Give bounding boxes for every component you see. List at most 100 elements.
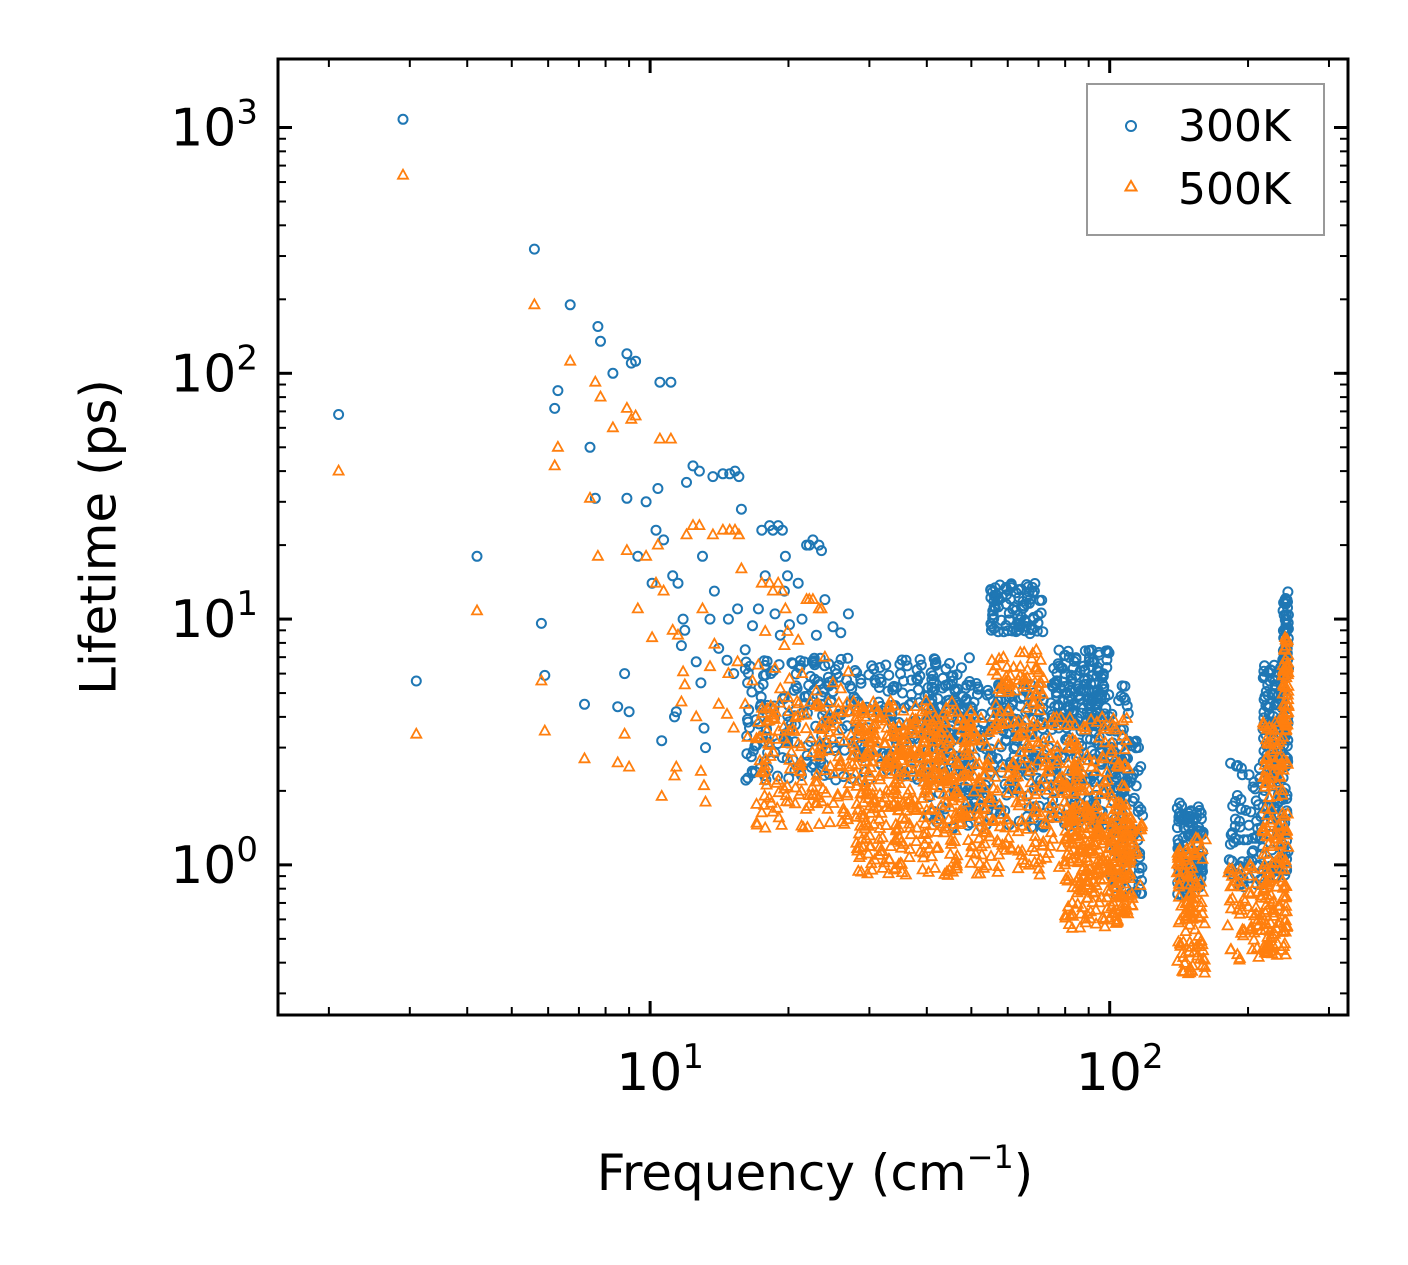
cluster-point-500k: [911, 797, 925, 810]
data-point-300k: [735, 503, 747, 515]
data-point-500k: [766, 583, 780, 596]
cluster-point-500k: [1046, 831, 1060, 844]
cluster-point-500k: [1097, 751, 1111, 764]
data-point-300k: [792, 577, 804, 589]
data-point-500k: [618, 726, 632, 739]
cluster-point-300k: [842, 652, 854, 664]
cluster-point-500k: [1269, 879, 1283, 892]
cluster-point-300k: [1196, 859, 1208, 871]
data-point-300k: [752, 603, 764, 615]
cluster-point-500k: [886, 724, 900, 736]
cluster-point-300k: [1079, 645, 1091, 657]
cluster-point-500k: [1105, 851, 1120, 863]
cluster-point-500k: [1065, 895, 1079, 908]
cluster-point-500k: [805, 779, 819, 792]
cluster-point-500k: [1107, 905, 1121, 918]
cluster-point-500k: [857, 810, 871, 822]
cluster-point-500k: [1277, 679, 1291, 691]
cluster-point-500k: [990, 716, 1004, 728]
cluster-point-300k: [1247, 832, 1259, 844]
data-point-300k: [623, 706, 635, 718]
cluster-point-300k: [897, 687, 908, 699]
cluster-point-500k: [981, 757, 995, 770]
cluster-point-500k: [1233, 862, 1247, 875]
cluster-point-500k: [1084, 759, 1099, 772]
data-point-500k: [631, 601, 645, 614]
cluster-point-500k: [943, 846, 957, 859]
cluster-point-500k: [1056, 776, 1070, 789]
data-point-300k: [630, 355, 642, 367]
cluster-point-300k: [1029, 578, 1041, 589]
cluster-point-300k: [759, 659, 771, 671]
cluster-point-500k: [1277, 661, 1291, 674]
cluster-point-500k: [1258, 922, 1273, 935]
cluster-point-300k: [995, 804, 1007, 816]
cluster-point-500k: [944, 741, 958, 754]
cluster-point-300k: [1053, 660, 1065, 672]
cluster-point-300k: [880, 659, 892, 671]
cluster-point-500k: [861, 846, 875, 859]
cluster-point-500k: [1126, 836, 1141, 848]
cluster-point-500k: [1097, 783, 1111, 795]
cluster-point-500k: [984, 791, 998, 803]
cluster-point-500k: [1068, 741, 1082, 754]
cluster-point-500k: [938, 715, 952, 727]
data-point-500k: [679, 527, 694, 540]
cluster-point-500k: [874, 709, 888, 722]
data-point-300k: [584, 441, 596, 453]
cluster-point-500k: [1076, 837, 1091, 850]
data-point-300k: [592, 321, 604, 332]
cluster-point-500k: [1224, 901, 1238, 914]
cluster-point-500k: [1080, 748, 1094, 760]
cluster-point-500k: [1194, 899, 1208, 912]
cluster-point-500k: [1006, 820, 1020, 833]
cluster-point-300k: [809, 673, 821, 685]
cluster-point-500k: [1269, 831, 1283, 844]
cluster-point-300k: [1130, 780, 1142, 792]
cluster-point-500k: [1016, 671, 1030, 684]
data-point-500k: [396, 167, 410, 180]
y-tick-label: 103: [170, 93, 258, 159]
cluster-point-500k: [1119, 849, 1133, 862]
cluster-point-300k: [1236, 769, 1248, 781]
cluster-point-500k: [1103, 828, 1117, 841]
cluster-point-500k: [1028, 829, 1042, 841]
data-point-300k: [769, 608, 781, 620]
cluster-point-500k: [877, 855, 891, 868]
cluster-point-500k: [932, 812, 946, 825]
cluster-point-500k: [792, 696, 806, 709]
cluster-point-500k: [1068, 734, 1082, 746]
data-point-500k: [622, 759, 636, 772]
cluster-point-500k: [918, 816, 932, 829]
cluster-point-500k: [1185, 906, 1199, 919]
cluster-point-500k: [1119, 815, 1133, 828]
cluster-point-500k: [1104, 745, 1118, 758]
cluster-point-500k: [840, 808, 855, 820]
cluster-point-300k: [947, 670, 959, 682]
cluster-point-300k: [1028, 613, 1040, 625]
cluster-point-500k: [1112, 795, 1126, 808]
cluster-point-300k: [911, 664, 923, 676]
cluster-point-500k: [999, 820, 1013, 833]
cluster-point-500k: [1042, 758, 1056, 770]
cluster-point-500k: [1265, 812, 1280, 825]
cluster-point-300k: [1245, 806, 1257, 818]
cluster-point-500k: [799, 802, 813, 814]
data-point-500k: [551, 439, 565, 452]
cluster-point-500k: [1271, 916, 1285, 928]
data-point-300k: [589, 492, 601, 504]
cluster-point-500k: [922, 758, 936, 770]
cluster-point-500k: [969, 757, 983, 769]
cluster-point-500k: [957, 807, 971, 820]
cluster-point-500k: [1258, 905, 1272, 918]
data-point-500k: [791, 632, 805, 645]
cluster-point-500k: [998, 842, 1013, 855]
y-tick-label: 102: [170, 338, 258, 404]
data-point-300k: [619, 668, 631, 680]
cluster-point-500k: [1034, 779, 1048, 791]
cluster-point-500k: [1012, 780, 1026, 793]
cluster-point-500k: [1267, 909, 1281, 921]
cluster-point-500k: [1078, 722, 1092, 735]
cluster-point-300k: [883, 669, 895, 681]
scatter-points: [332, 113, 855, 807]
